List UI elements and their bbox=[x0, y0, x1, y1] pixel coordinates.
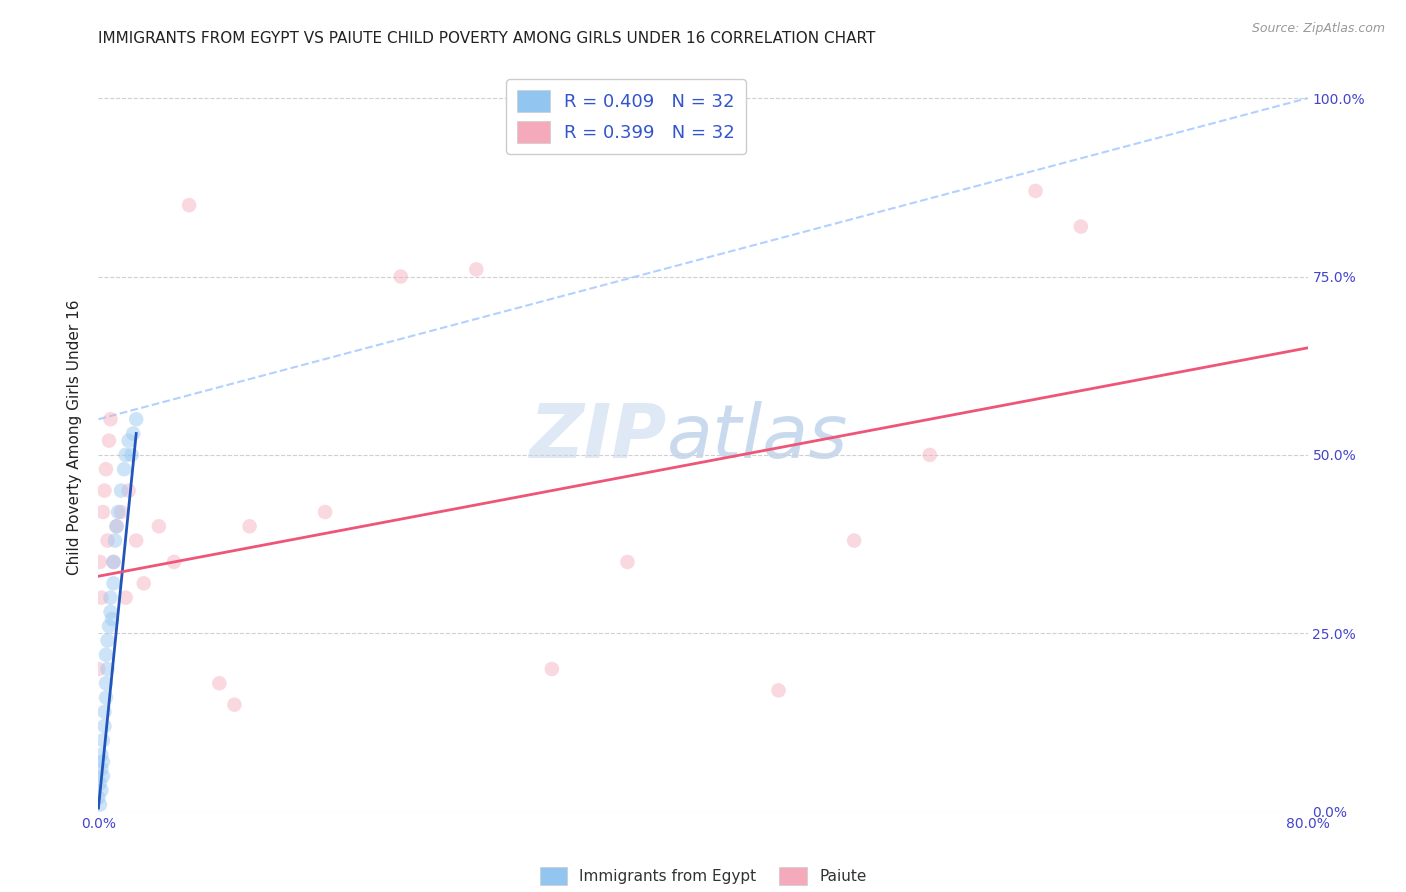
Point bbox=[91, 733, 114, 747]
Point bbox=[163, 555, 186, 569]
Point bbox=[96, 533, 118, 548]
Point bbox=[100, 412, 122, 426]
Point bbox=[90, 762, 112, 776]
Point bbox=[94, 648, 117, 662]
Point bbox=[93, 705, 115, 719]
Y-axis label: Child Poverty Among Girls Under 16: Child Poverty Among Girls Under 16 bbox=[67, 300, 83, 574]
Point bbox=[93, 719, 115, 733]
Point bbox=[179, 198, 201, 212]
Point bbox=[96, 662, 118, 676]
Point bbox=[239, 519, 262, 533]
Point bbox=[98, 619, 121, 633]
Point bbox=[87, 662, 110, 676]
Point bbox=[132, 576, 155, 591]
Point bbox=[103, 555, 125, 569]
Point bbox=[90, 747, 112, 762]
Point bbox=[110, 483, 132, 498]
Point bbox=[114, 448, 136, 462]
Point bbox=[118, 483, 141, 498]
Point bbox=[1070, 219, 1092, 234]
Point bbox=[314, 505, 336, 519]
Point bbox=[110, 505, 132, 519]
Point bbox=[90, 783, 112, 797]
Point bbox=[94, 676, 117, 690]
Point bbox=[107, 505, 129, 519]
Point bbox=[148, 519, 170, 533]
Point bbox=[89, 797, 111, 812]
Point bbox=[125, 412, 148, 426]
Point bbox=[91, 755, 114, 769]
Point bbox=[121, 448, 143, 462]
Point bbox=[100, 591, 122, 605]
Point bbox=[114, 591, 136, 605]
Legend: Immigrants from Egypt, Paiute: Immigrants from Egypt, Paiute bbox=[533, 861, 873, 891]
Point bbox=[844, 533, 866, 548]
Point bbox=[918, 448, 941, 462]
Point bbox=[89, 555, 111, 569]
Point bbox=[90, 591, 112, 605]
Point bbox=[125, 533, 148, 548]
Point bbox=[118, 434, 141, 448]
Point bbox=[94, 690, 117, 705]
Point bbox=[103, 576, 125, 591]
Point bbox=[91, 769, 114, 783]
Point bbox=[224, 698, 246, 712]
Point bbox=[389, 269, 412, 284]
Point bbox=[105, 519, 128, 533]
Point bbox=[87, 790, 110, 805]
Point bbox=[93, 483, 115, 498]
Point bbox=[98, 434, 121, 448]
Point bbox=[112, 462, 135, 476]
Point bbox=[122, 426, 145, 441]
Point bbox=[105, 519, 128, 533]
Point bbox=[91, 505, 114, 519]
Point bbox=[208, 676, 231, 690]
Point bbox=[100, 605, 122, 619]
Point bbox=[104, 533, 127, 548]
Point bbox=[96, 633, 118, 648]
Point bbox=[465, 262, 488, 277]
Point bbox=[103, 555, 125, 569]
Point bbox=[94, 462, 117, 476]
Point bbox=[1024, 184, 1046, 198]
Point bbox=[768, 683, 790, 698]
Point bbox=[540, 662, 562, 676]
Text: atlas: atlas bbox=[666, 401, 848, 473]
Point bbox=[89, 776, 111, 790]
Point bbox=[101, 612, 124, 626]
Text: ZIP: ZIP bbox=[530, 401, 666, 474]
Text: IMMIGRANTS FROM EGYPT VS PAIUTE CHILD POVERTY AMONG GIRLS UNDER 16 CORRELATION C: IMMIGRANTS FROM EGYPT VS PAIUTE CHILD PO… bbox=[98, 31, 876, 46]
Point bbox=[616, 555, 638, 569]
Text: Source: ZipAtlas.com: Source: ZipAtlas.com bbox=[1251, 22, 1385, 36]
